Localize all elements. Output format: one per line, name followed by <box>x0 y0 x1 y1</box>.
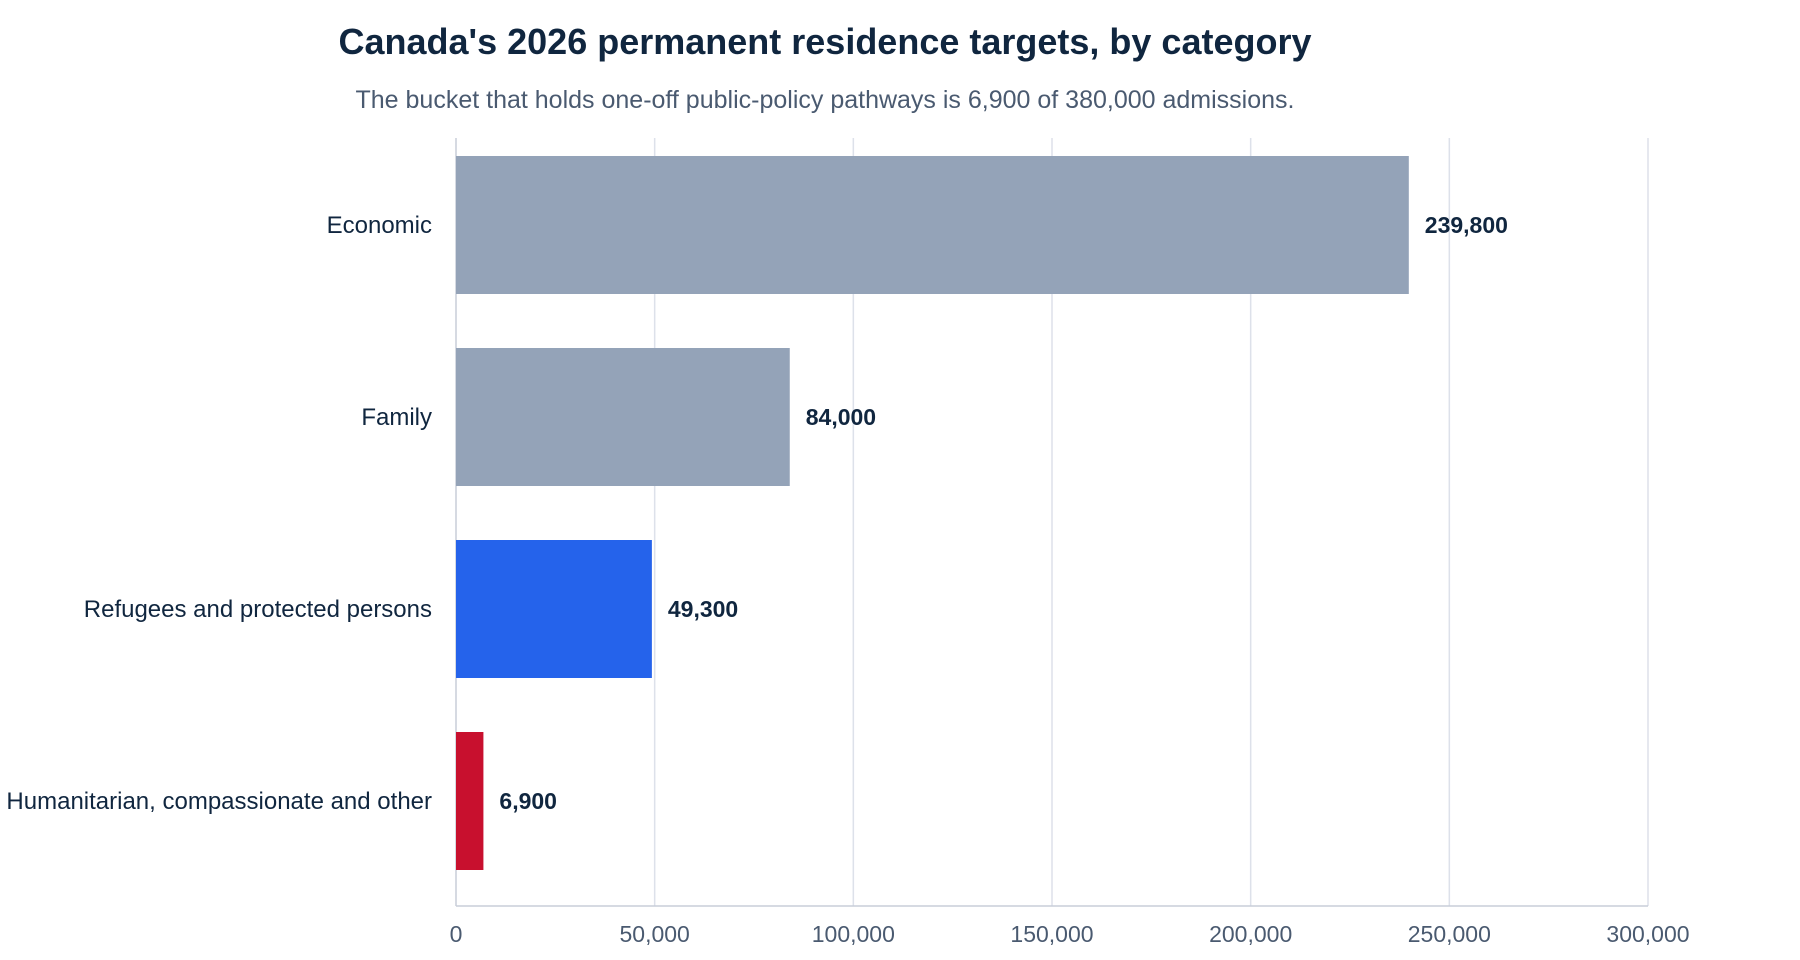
value-label: 239,800 <box>1425 212 1508 238</box>
chart-subtitle: The bucket that holds one-off public-pol… <box>356 86 1295 114</box>
category-label: Economic <box>327 212 432 239</box>
bars <box>456 156 1409 870</box>
x-tick-label: 300,000 <box>1606 921 1689 947</box>
x-tick-label: 50,000 <box>619 921 689 947</box>
value-label: 6,900 <box>499 788 557 814</box>
x-tick-label: 250,000 <box>1408 921 1491 947</box>
bar-2 <box>456 540 652 678</box>
x-tick-label: 150,000 <box>1010 921 1093 947</box>
category-label: Humanitarian, compassionate and other <box>6 788 432 815</box>
labels: Economic 239,800 Family 84,000 Refugees and … <box>6 212 1508 815</box>
value-label: 49,300 <box>668 596 738 622</box>
category-label: Family <box>361 404 432 431</box>
value-label: 84,000 <box>806 404 876 430</box>
bar-1 <box>456 348 790 486</box>
bar-0 <box>456 156 1409 294</box>
x-tick-label: 200,000 <box>1209 921 1292 947</box>
x-axis: 0 50,000 100,000 150,000 200,000 250,000 300,0… <box>450 905 1690 947</box>
x-tick-label: 0 <box>450 921 463 947</box>
bar-3 <box>456 732 484 870</box>
category-label: Refugees and protected persons <box>84 596 432 623</box>
x-tick-label: 100,000 <box>812 921 895 947</box>
chart-title: Canada's 2026 permanent residence target… <box>339 21 1312 62</box>
